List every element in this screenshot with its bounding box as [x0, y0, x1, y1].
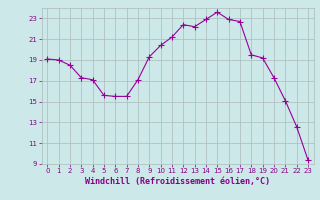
X-axis label: Windchill (Refroidissement éolien,°C): Windchill (Refroidissement éolien,°C) [85, 177, 270, 186]
